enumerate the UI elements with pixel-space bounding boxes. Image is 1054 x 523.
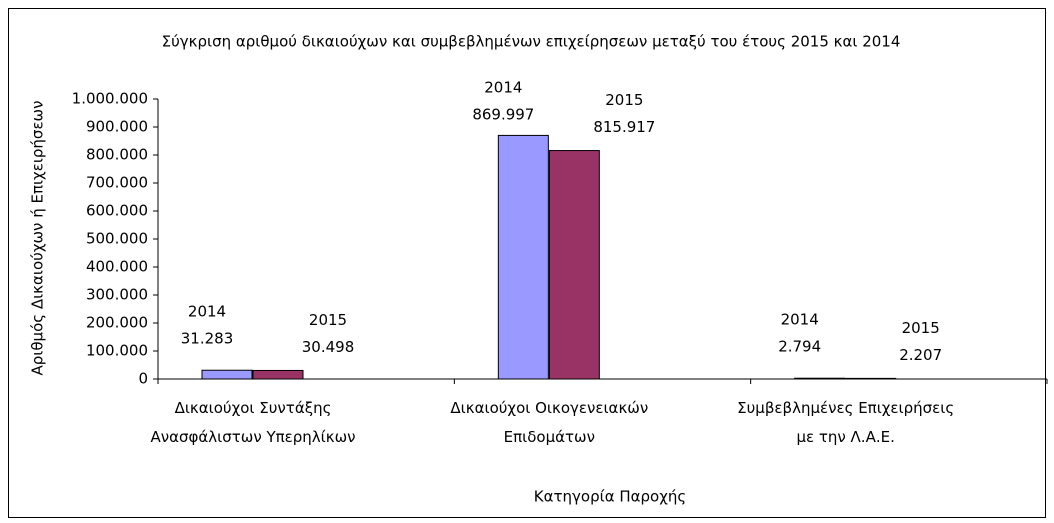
y-tick-label: 800.000: [86, 146, 148, 164]
bar: [845, 377, 897, 380]
data-label: 30.498: [302, 338, 355, 356]
data-label: 869.997: [472, 106, 534, 124]
y-tick-label: 900.000: [86, 118, 148, 136]
x-tick-label: Δικαιούχοι Συντάξης Ανασφάλιστων Υπερηλί…: [150, 399, 356, 446]
bar: [548, 150, 600, 380]
data-label-series: 2015: [605, 91, 643, 109]
data-label-series: 2014: [781, 311, 819, 329]
bar: [794, 377, 846, 380]
y-tick-label: 200.000: [86, 314, 148, 332]
bar: [201, 369, 253, 380]
data-label: 2.794: [778, 338, 821, 356]
x-tick-label: Συμβεβλημένες Επιχειρήσεις με την Λ.Α.Ε.: [737, 399, 955, 446]
y-tick-label: 500.000: [86, 230, 148, 248]
y-tick-label: 400.000: [86, 258, 148, 276]
chart-frame: [8, 8, 1046, 518]
chart-title: Σύγκριση αριθμού δικαιούχων και συμβεβλη…: [162, 33, 901, 51]
data-label-series: 2014: [188, 303, 226, 321]
y-tick-label: 700.000: [86, 174, 148, 192]
data-label: 31.283: [181, 330, 234, 348]
bar: [252, 369, 304, 380]
y-tick-label: 600.000: [86, 202, 148, 220]
y-tick-label: 100.000: [86, 342, 148, 360]
x-tick-label: Δικαιούχοι Οικογενειακών Επιδομάτων: [450, 399, 649, 446]
y-tick-label: 0: [138, 370, 148, 388]
y-tick-label: 1.000.000: [72, 90, 148, 108]
data-label-series: 2014: [484, 79, 522, 97]
x-axis-label: Κατηγορία Παροχής: [534, 488, 686, 506]
y-tick-label: 300.000: [86, 286, 148, 304]
y-axis-label: Αριθμός Δικαιούχων ή Επιχειρήσεων: [29, 101, 47, 376]
data-label: 2.207: [899, 346, 942, 364]
data-label: 815.917: [593, 118, 655, 136]
data-label-series: 2015: [309, 311, 347, 329]
data-label-series: 2015: [902, 319, 940, 337]
bar: [497, 134, 549, 380]
